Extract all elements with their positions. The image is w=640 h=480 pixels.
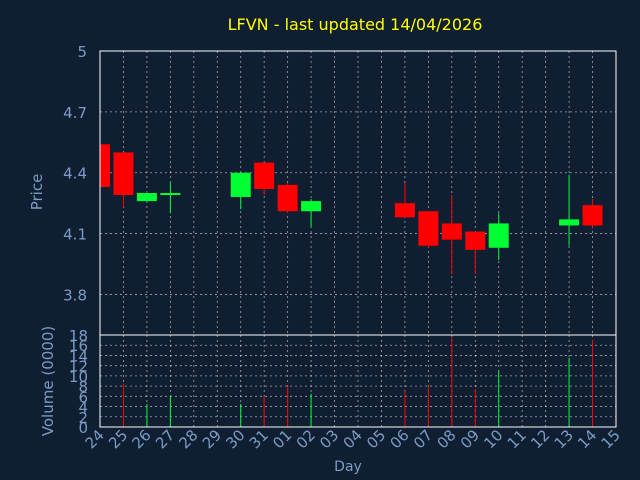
- volume-y-tick-label: 12: [69, 358, 88, 376]
- price-candles: [99, 144, 603, 275]
- x-tick-label: 28: [175, 426, 201, 452]
- candle-body: [418, 211, 439, 246]
- candle-body: [113, 152, 134, 196]
- x-tick-label: 31: [246, 426, 272, 452]
- x-tick-label: 15: [598, 426, 624, 452]
- candle-body: [254, 162, 275, 189]
- volume-y-tick-label: 0: [78, 419, 88, 437]
- volume-y-tick-label: 14: [69, 347, 88, 365]
- x-tick-label: 09: [457, 426, 483, 452]
- volume-frame: [99, 334, 617, 428]
- x-tick-labels: 2425262728293031010203040506070809101112…: [82, 426, 624, 452]
- volume-y-tick-label: 6: [78, 388, 88, 406]
- candle-body: [394, 203, 415, 218]
- volume-axis-label: Volume (0000): [39, 326, 57, 436]
- x-tick-label: 29: [199, 426, 225, 452]
- x-axis-label: Day: [334, 459, 362, 475]
- volume-y-tick-label: 16: [69, 337, 88, 355]
- candle-body: [582, 205, 603, 226]
- volume-bars: [122, 337, 594, 427]
- price-y-tick-label: 5: [77, 43, 87, 61]
- volume-y-tick-label: 2: [78, 409, 88, 427]
- chart-title: LFVN - last updated 14/04/2026: [228, 15, 483, 34]
- x-tick-label: 05: [363, 426, 389, 452]
- x-tick-label: 12: [527, 426, 553, 452]
- x-tick-label: 07: [410, 426, 436, 452]
- volume-grid: [100, 335, 616, 427]
- x-tick-label: 11: [504, 426, 530, 452]
- candle-body: [136, 193, 157, 202]
- candle-body: [488, 223, 509, 248]
- x-tick-label: 06: [387, 426, 413, 452]
- candle-body: [441, 223, 462, 240]
- candle-body: [559, 219, 580, 226]
- price-y-tick-label: 4.1: [63, 226, 87, 244]
- x-tick-label: 14: [574, 426, 600, 452]
- price-y-tick-label: 4.7: [63, 104, 87, 122]
- x-tick-label: 03: [316, 426, 342, 452]
- candle-body: [465, 231, 486, 250]
- volume-y-tick-label: 4: [78, 399, 88, 417]
- x-tick-label: 08: [433, 426, 459, 452]
- volume-y-tick-label: 10: [69, 368, 88, 386]
- x-tick-label: 25: [105, 426, 131, 452]
- volume-y-tick-label: 18: [69, 327, 88, 345]
- candle-body: [277, 184, 298, 212]
- price-y-ticks: 3.8 4.1 4.4 4.7 5: [63, 43, 87, 304]
- x-tick-label: 30: [222, 426, 248, 452]
- volume-y-tick-label: 8: [78, 378, 88, 396]
- price-axis-label: Price: [28, 174, 46, 211]
- candle-body: [301, 201, 322, 212]
- price-y-tick-label: 3.8: [63, 286, 87, 304]
- candle-body: [100, 144, 110, 187]
- x-tick-label: 01: [269, 426, 295, 452]
- x-tick-label: 10: [480, 426, 506, 452]
- x-tick-label: 04: [340, 426, 366, 452]
- candle-body: [160, 193, 181, 196]
- x-tick-label: 13: [551, 426, 577, 452]
- x-tick-label: 02: [293, 426, 319, 452]
- candle-body: [230, 172, 251, 198]
- x-tick-label: 27: [152, 426, 178, 452]
- price-y-tick-label: 4.4: [63, 165, 87, 183]
- x-tick-label: 26: [129, 426, 155, 452]
